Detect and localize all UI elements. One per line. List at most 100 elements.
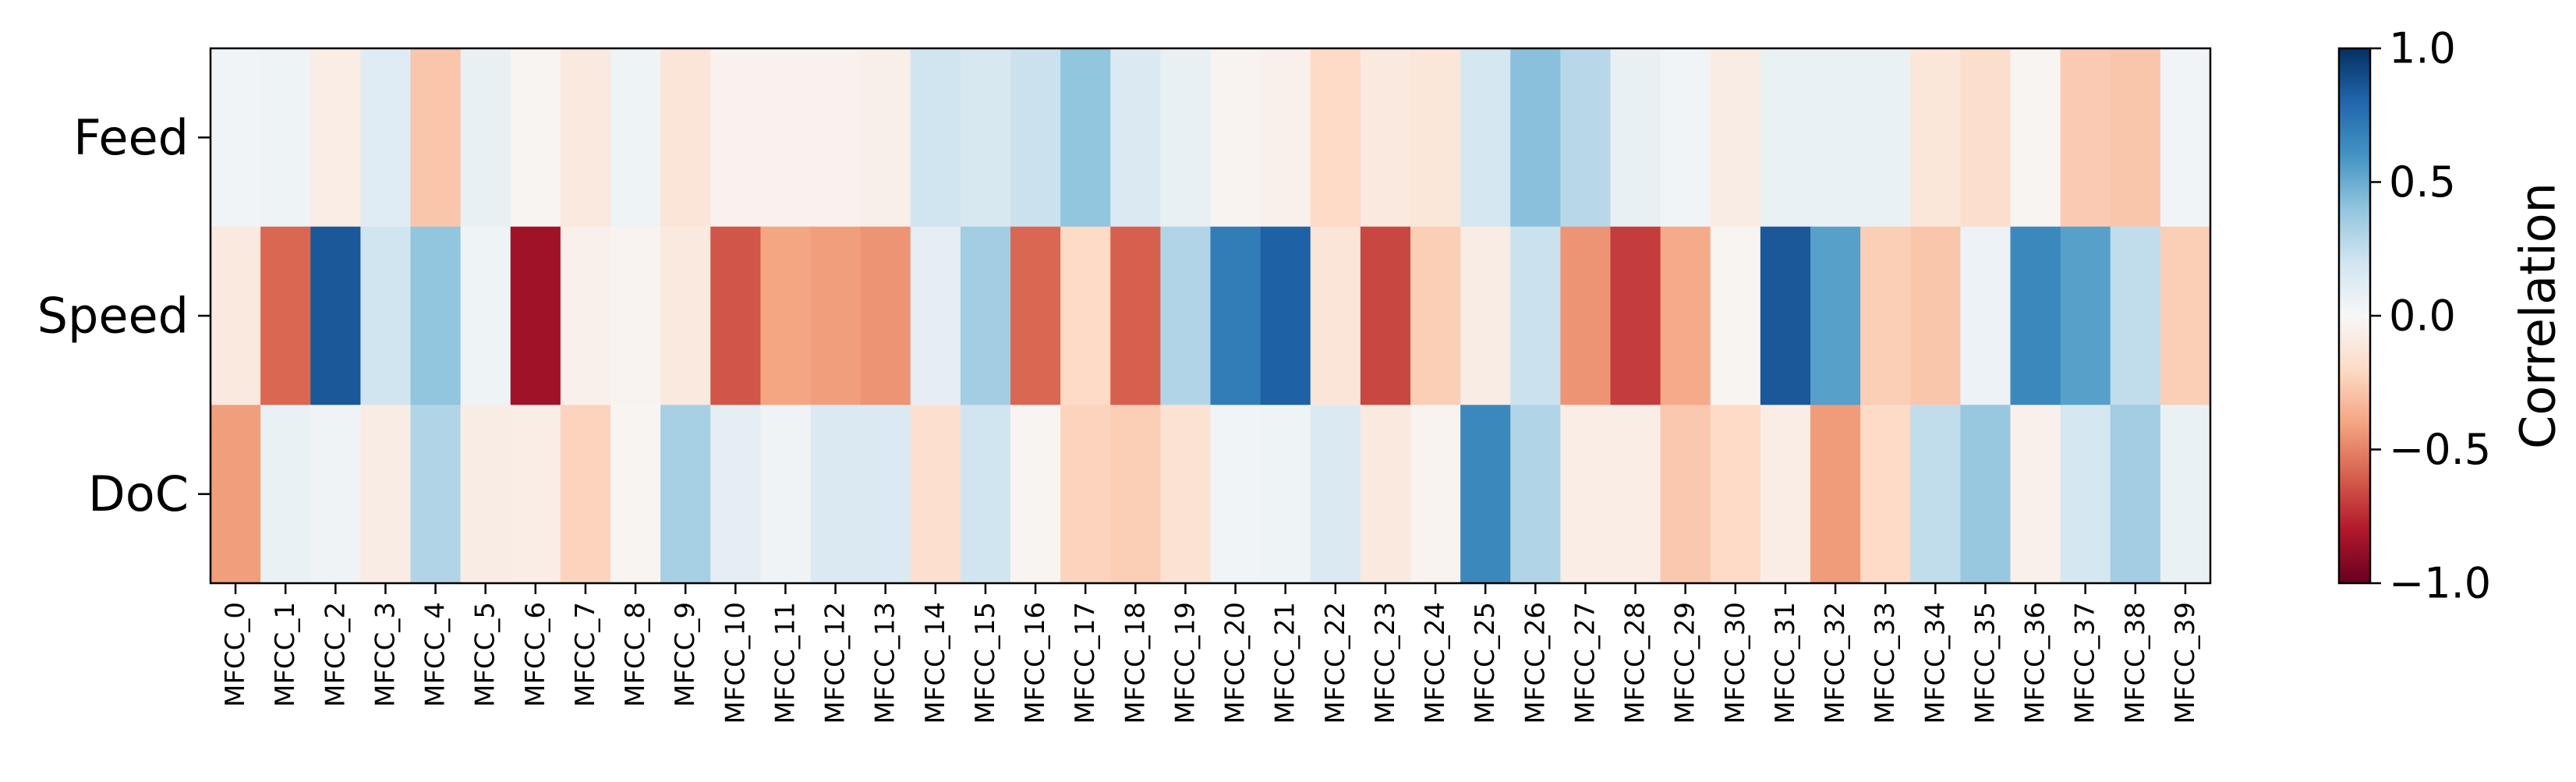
x-tick-label: MFCC_0 xyxy=(220,602,251,707)
heatmap-cell xyxy=(560,48,611,228)
heatmap-cell xyxy=(211,48,261,228)
heatmap-cell xyxy=(610,405,661,584)
heatmap-cell xyxy=(260,226,311,405)
heatmap-cell xyxy=(1310,405,1361,584)
heatmap-cell xyxy=(1160,405,1212,584)
heatmap-cell xyxy=(1310,48,1361,228)
heatmap-cell xyxy=(1060,405,1111,584)
x-tick-label: MFCC_12 xyxy=(820,602,851,724)
heatmap-cell xyxy=(860,405,911,584)
heatmap-cell xyxy=(1360,405,1411,584)
heatmap-cell xyxy=(960,226,1011,405)
heatmap-cell xyxy=(1860,226,1911,405)
x-axis: MFCC_0 MFCC_1 MFCC_2 MFCC_3 MFCC_4 MFCC_5 MFCC… xyxy=(220,583,2201,724)
colorbar-tick-label: 1.0 xyxy=(2389,24,2456,73)
heatmap-cell xyxy=(1460,48,1511,228)
x-tick-label: MFCC_5 xyxy=(470,602,501,707)
x-tick-label: MFCC_25 xyxy=(1470,602,1501,724)
heatmap-cell xyxy=(960,48,1011,228)
heatmap-cell xyxy=(1960,48,2012,228)
heatmap-cell xyxy=(860,48,911,228)
colorbar-tick-label: −0.5 xyxy=(2389,425,2491,474)
heatmap-cell xyxy=(660,405,711,584)
heatmap-cell xyxy=(310,405,361,584)
x-tick-label: MFCC_6 xyxy=(520,602,551,707)
x-tick-label: MFCC_14 xyxy=(920,602,951,724)
heatmap-cell xyxy=(1610,48,1661,228)
heatmap-cell xyxy=(1110,226,1161,405)
heatmap-cell xyxy=(1410,226,1461,405)
heatmap-cell xyxy=(910,48,961,228)
heatmap-cell xyxy=(1610,405,1661,584)
heatmap-cell xyxy=(1110,405,1161,584)
heatmap-cell xyxy=(1510,226,1561,405)
heatmap-cell xyxy=(560,405,611,584)
heatmap-cell xyxy=(1660,405,1711,584)
heatmap-cell xyxy=(2110,48,2161,228)
heatmap-cell xyxy=(1260,48,1311,228)
heatmap-cell xyxy=(710,48,761,228)
heatmap-cell xyxy=(1710,405,1761,584)
heatmap-cell xyxy=(260,48,311,228)
heatmap-cell xyxy=(460,226,511,405)
y-axis: Feed Speed DoC xyxy=(37,109,211,522)
heatmap-cell xyxy=(1610,226,1661,405)
heatmap-cell xyxy=(310,226,361,405)
heatmap-cell xyxy=(460,48,511,228)
heatmap-cell xyxy=(1910,405,1961,584)
heatmap-cell xyxy=(1910,226,1961,405)
x-tick-label: MFCC_39 xyxy=(2170,602,2201,724)
heatmap-cell xyxy=(1960,405,2012,584)
colorbar-tick-label: 0.5 xyxy=(2389,157,2456,207)
x-tick-label: MFCC_21 xyxy=(1270,602,1301,724)
x-tick-label: MFCC_11 xyxy=(770,602,801,724)
heatmap-cell xyxy=(610,226,661,405)
x-tick-label: MFCC_13 xyxy=(870,602,901,724)
heatmap-cell xyxy=(1010,226,1061,405)
x-tick-label: MFCC_32 xyxy=(1820,602,1851,724)
heatmap-cell xyxy=(2060,405,2111,584)
heatmap-cell xyxy=(1760,48,1811,228)
heatmap-cell xyxy=(1660,226,1711,405)
heatmap-cell xyxy=(2160,226,2211,405)
heatmap-cell xyxy=(1510,48,1561,228)
heatmap-cell xyxy=(660,48,711,228)
heatmap-cell xyxy=(360,405,412,584)
x-tick-label: MFCC_33 xyxy=(1870,602,1901,724)
colorbar-gradient xyxy=(2339,48,2370,583)
heatmap-cell xyxy=(1710,226,1761,405)
heatmap-cell xyxy=(810,226,862,405)
y-tick-label: Speed xyxy=(37,288,189,345)
x-tick-label: MFCC_15 xyxy=(970,602,1001,724)
colorbar-tick-label: −1.0 xyxy=(2389,559,2491,608)
heatmap-cell xyxy=(760,48,812,228)
x-tick-label: MFCC_16 xyxy=(1020,602,1051,724)
heatmap-cell xyxy=(1060,48,1111,228)
heatmap-cell xyxy=(1910,48,1961,228)
heatmap-cell xyxy=(360,48,412,228)
heatmap-cell xyxy=(2110,226,2161,405)
heatmap-cell xyxy=(710,226,761,405)
x-tick-label: MFCC_3 xyxy=(370,602,401,707)
heatmap-cell xyxy=(560,226,611,405)
heatmap-cell xyxy=(410,405,462,584)
heatmap-cell xyxy=(460,405,511,584)
heatmap-cell xyxy=(2160,48,2211,228)
x-tick-label: MFCC_30 xyxy=(1720,602,1751,724)
heatmap-cell xyxy=(960,405,1011,584)
heatmap-cell xyxy=(1210,48,1261,228)
heatmap-cell xyxy=(510,405,561,584)
heatmap-cell xyxy=(1310,226,1361,405)
heatmap-cell xyxy=(1760,405,1811,584)
heatmap-cell xyxy=(1060,226,1111,405)
heatmap-cell xyxy=(2060,226,2111,405)
heatmap-cells xyxy=(211,48,2211,584)
heatmap-cell xyxy=(310,48,361,228)
heatmap-cell xyxy=(211,226,261,405)
x-tick-label: MFCC_22 xyxy=(1320,602,1351,724)
x-tick-label: MFCC_29 xyxy=(1670,602,1701,724)
x-tick-label: MFCC_9 xyxy=(670,602,701,707)
heatmap-cell xyxy=(2060,48,2111,228)
heatmap-cell xyxy=(1160,226,1212,405)
